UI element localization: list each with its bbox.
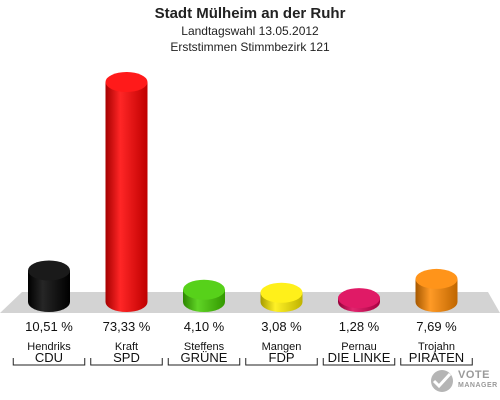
candidate-label: Mangen (262, 341, 302, 353)
bar-body (28, 270, 70, 312)
value-label: 73,33 % (103, 319, 151, 334)
value-label: 7,69 % (416, 319, 457, 334)
bar-top (105, 72, 148, 93)
party-label: DIE LINKE (328, 350, 391, 365)
category-bracket (245, 358, 318, 366)
bar-grüne (183, 279, 225, 312)
candidate-label: Pernau (341, 341, 376, 353)
category-bracket (167, 358, 241, 366)
category-bracket (322, 358, 396, 366)
bar-top (338, 288, 380, 309)
bar-fdp (260, 282, 303, 312)
logo-text-vote: VOTE (458, 369, 490, 381)
checkmark-icon (431, 370, 453, 392)
vote-manager-logo (431, 370, 453, 392)
category-bracket (12, 358, 86, 366)
bar-cdu (28, 260, 70, 312)
bar-spd (105, 72, 148, 312)
logo-text-manager: MANAGER (458, 382, 498, 389)
value-label: 4,10 % (184, 319, 225, 334)
chart-title: Stadt Mülheim an der Ruhr (154, 5, 346, 22)
chart-subtitle-2: Erststimmen Stimmbezirk 121 (170, 40, 330, 54)
party-label: PIRATEN (409, 350, 464, 365)
bar-body (105, 82, 148, 312)
bar-top (415, 268, 458, 289)
candidate-label: Steffens (184, 341, 225, 353)
bar-die-linke (338, 288, 380, 312)
value-label: 10,51 % (25, 319, 73, 334)
bar-top (183, 279, 225, 300)
bar-piraten (415, 268, 458, 312)
value-label: 1,28 % (339, 319, 380, 334)
candidate-label: Kraft (115, 341, 138, 353)
candidate-label: Hendriks (27, 341, 71, 353)
bar-top (260, 282, 303, 303)
party-label: GRÜNE (181, 350, 228, 365)
bar-top (28, 260, 70, 281)
candidate-label: Trojahn (418, 341, 455, 353)
category-bracket (400, 358, 473, 366)
category-bracket (90, 358, 163, 366)
party-label: CDU (35, 350, 63, 365)
value-label: 3,08 % (261, 319, 302, 334)
chart-subtitle: Landtagswahl 13.05.2012 (181, 24, 319, 38)
party-label: FDP (269, 350, 295, 365)
party-label: SPD (113, 350, 140, 365)
